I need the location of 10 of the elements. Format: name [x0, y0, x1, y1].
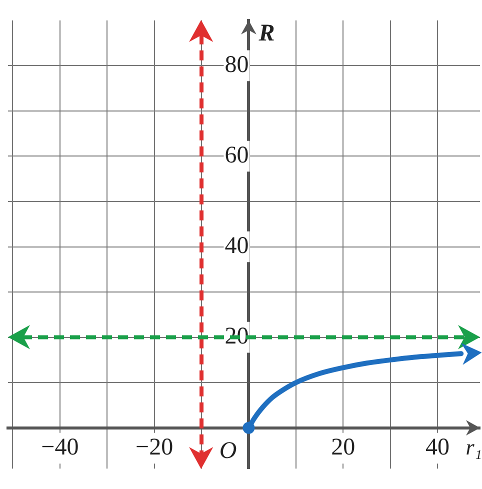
y-tick-label: 60 — [224, 142, 249, 169]
y-tick-label: 40 — [224, 233, 249, 260]
x-tick-label: −20 — [136, 434, 174, 461]
x-tick-label: 20 — [331, 434, 356, 461]
x-tick-label: −40 — [41, 434, 79, 461]
y-axis-title: R — [258, 20, 275, 47]
annotation: O — [219, 438, 237, 464]
x-axis-title: r₁ — [466, 434, 482, 460]
x-tick-label: 40 — [426, 434, 450, 461]
y-tick-label: 80 — [224, 52, 249, 78]
